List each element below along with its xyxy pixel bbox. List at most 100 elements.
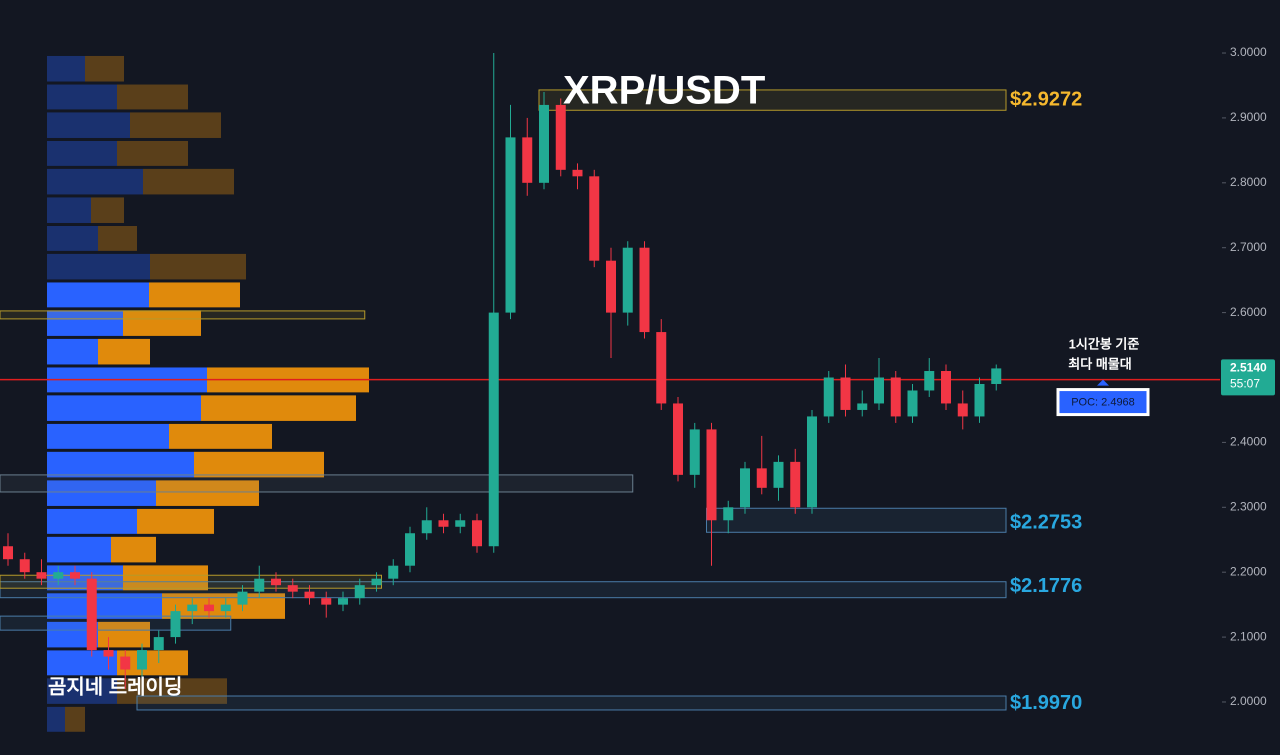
vp-sell <box>201 395 356 421</box>
candle-body <box>773 461 784 488</box>
candle-body <box>137 650 147 670</box>
vp-buy <box>47 395 201 421</box>
vp-sell <box>143 168 234 195</box>
y-tick-label: 2.4000 <box>1230 435 1267 449</box>
vp-sell <box>117 84 188 110</box>
zone <box>538 89 1007 111</box>
poc-label: POC: 2.4968 <box>1071 396 1135 408</box>
candle-body <box>304 591 315 599</box>
candle-body <box>539 104 549 183</box>
candle-body <box>522 137 533 183</box>
candle-body <box>673 403 683 475</box>
vp-sell <box>98 338 150 365</box>
poc-pointer <box>1097 379 1109 386</box>
candle-body <box>187 604 198 612</box>
annotation: 최다 매물대 <box>1068 356 1131 371</box>
candle-body <box>70 572 80 579</box>
vp-sell <box>85 55 124 82</box>
candle-body <box>622 247 633 313</box>
candle-body <box>740 468 750 508</box>
candle-body <box>941 371 951 404</box>
candle-body <box>589 176 600 261</box>
vp-buy <box>47 536 111 563</box>
price-label: $2.2753 <box>1010 512 1082 534</box>
vp-buy <box>47 451 194 478</box>
last-price-label: 2.5140 <box>1230 361 1267 375</box>
candle-body <box>388 565 399 579</box>
vp-buy <box>47 508 137 534</box>
candle-body <box>840 377 851 410</box>
vp-sell <box>117 140 188 166</box>
candle-body <box>254 578 265 592</box>
candle-body <box>639 247 650 333</box>
zone <box>0 581 1007 599</box>
candle-body <box>220 604 231 612</box>
candle-body <box>572 169 583 177</box>
candle-body <box>706 429 717 521</box>
vp-sell <box>156 480 259 506</box>
candle-body <box>204 604 214 612</box>
candle-body <box>19 559 30 573</box>
vp-sell <box>117 678 227 704</box>
vp-sell <box>150 253 246 280</box>
vp-buy <box>47 168 143 195</box>
candle-body <box>271 578 281 586</box>
candle-body <box>991 368 1002 384</box>
vp-sell <box>130 112 221 138</box>
price-axis: 2.00002.10002.20002.30002.40002.50002.60… <box>1221 45 1275 708</box>
chart-title: XRP/USDT <box>563 69 765 113</box>
vp-sell <box>111 536 156 563</box>
candle-body <box>438 520 449 527</box>
candle-body <box>170 611 181 638</box>
candle-body <box>421 520 432 534</box>
candle-body <box>53 572 64 579</box>
vp-sell <box>98 621 150 648</box>
candle-body <box>3 546 13 560</box>
vp-buy <box>47 197 91 223</box>
candle-body <box>237 591 248 605</box>
candle-body <box>371 578 382 586</box>
candle-body <box>472 520 482 547</box>
candle-body <box>890 377 901 417</box>
vp-buy <box>47 112 130 138</box>
vp-buy <box>47 423 169 449</box>
candle-body <box>405 533 415 566</box>
overlays: XRP/USDT 곰지네 트레이딩 1시간봉 기준 최다 매물대 $2.9272… <box>48 69 1150 714</box>
candle-body <box>756 468 767 488</box>
candle-body <box>505 137 516 313</box>
y-tick-label: 2.1000 <box>1230 629 1267 643</box>
candle-body <box>338 598 348 605</box>
candle-body <box>120 656 131 670</box>
vp-buy <box>47 55 85 82</box>
vp-sell <box>123 565 208 591</box>
vp-buy <box>47 678 117 704</box>
candle-body <box>153 637 164 651</box>
candle-body <box>103 650 114 657</box>
zone <box>0 310 366 320</box>
vp-buy <box>47 140 117 166</box>
poc-box <box>1056 388 1150 417</box>
vp-sell <box>123 310 201 336</box>
candle-body <box>86 578 97 651</box>
y-tick-label: 2.8000 <box>1230 175 1267 189</box>
vp-sell <box>65 706 85 732</box>
candle-body <box>907 390 918 417</box>
vp-sell <box>169 423 272 449</box>
vp-sell <box>137 508 214 534</box>
vp-buy <box>47 225 98 251</box>
candle-body <box>455 520 466 527</box>
candle-body <box>857 403 868 410</box>
zone <box>0 474 634 493</box>
candles <box>3 53 1002 690</box>
candle-body <box>974 383 985 417</box>
candle-body <box>36 572 47 579</box>
vp-sell <box>149 282 240 308</box>
annotation: 1시간봉 기준 <box>1069 336 1140 351</box>
vp-buy <box>47 253 150 280</box>
candle-body <box>790 461 801 508</box>
price-label: $1.9970 <box>1010 692 1082 714</box>
vp-sell <box>98 225 137 251</box>
zones <box>0 89 1220 711</box>
